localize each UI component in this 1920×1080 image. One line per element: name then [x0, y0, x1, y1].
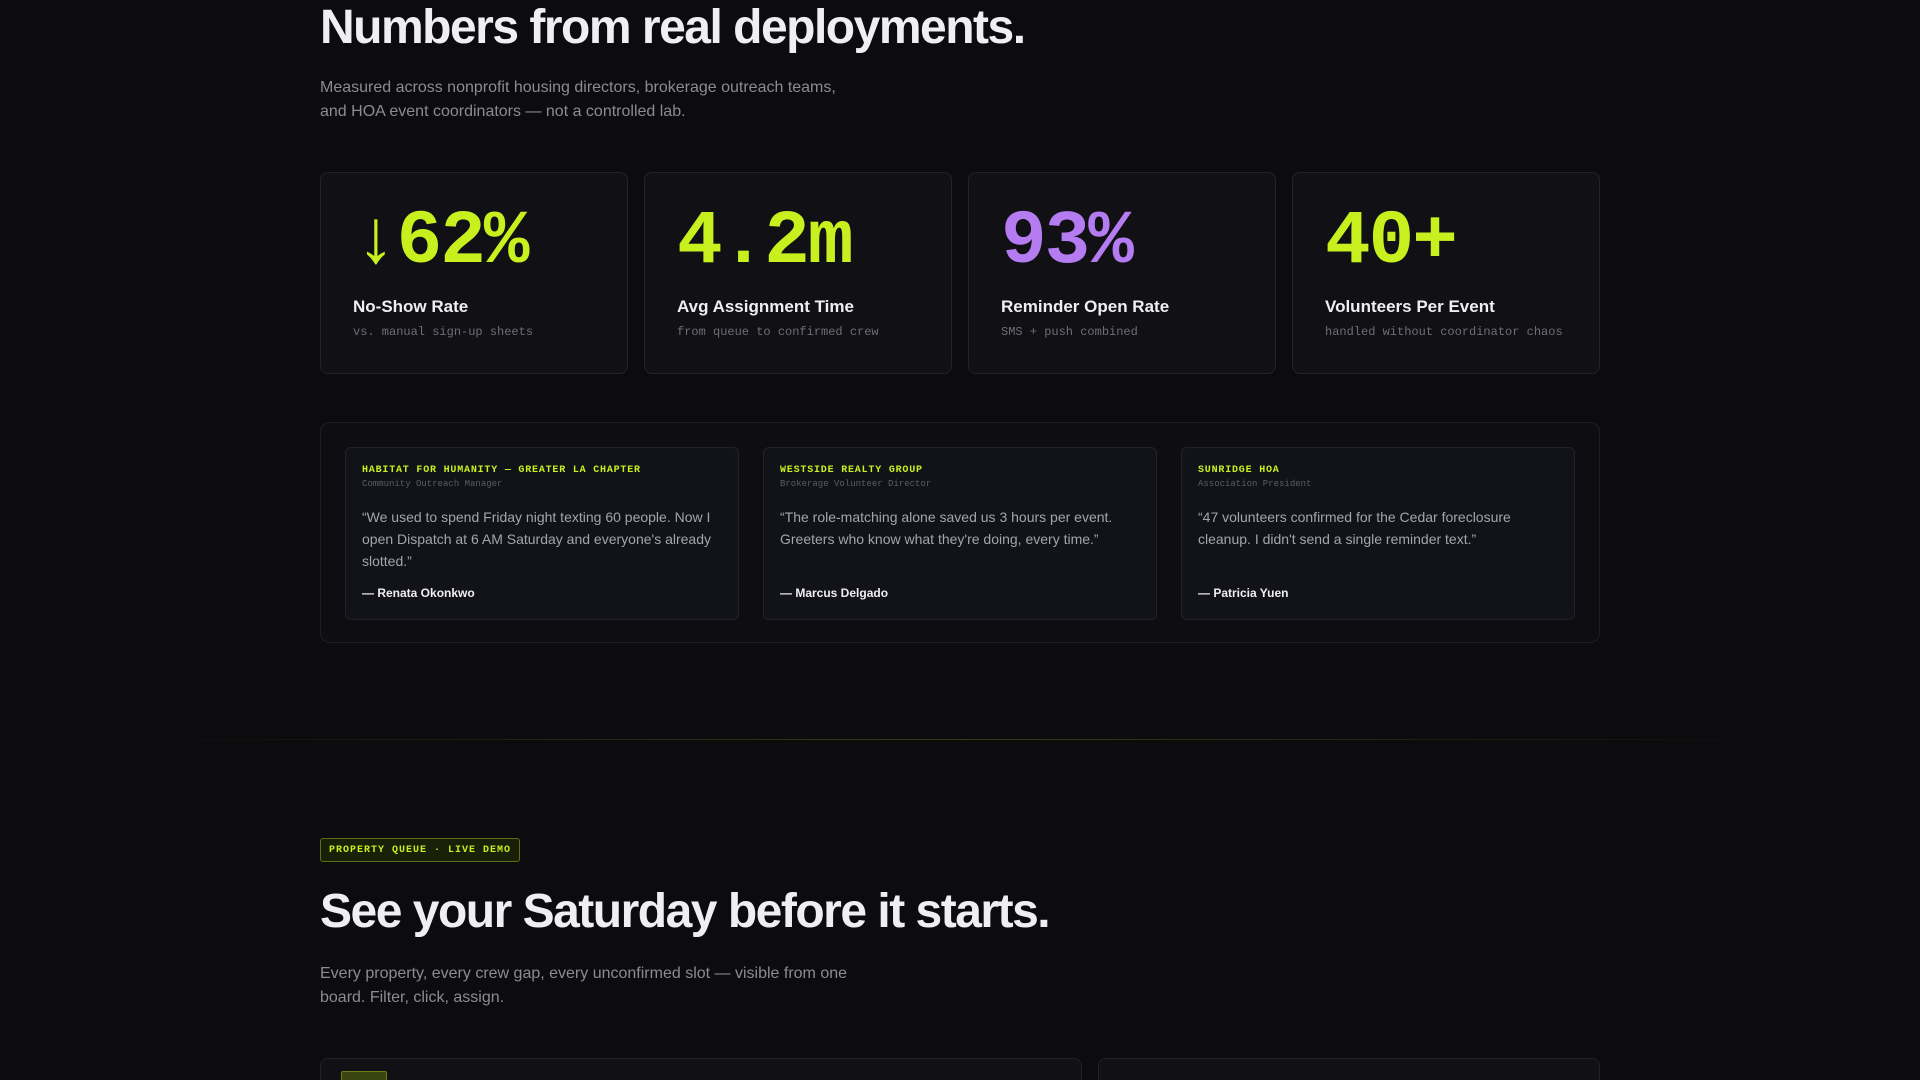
testimonial-role: Brokerage Volunteer Director — [780, 479, 932, 489]
testimonial-quote: “We used to spend Friday night texting 6… — [362, 509, 711, 569]
stat-value: 4.2m — [677, 199, 853, 285]
stat-card-no-show: ↓62% No-Show Rate vs. manual sign-up she… — [320, 172, 628, 374]
detail-panel — [1098, 1058, 1600, 1080]
stat-label: No-Show Rate — [353, 297, 469, 316]
testimonial-card: SUNRIDGE HOA Association President “47 v… — [1181, 447, 1575, 620]
testimonial-quote: “The role-matching alone saved us 3 hour… — [780, 509, 1113, 547]
property-queue-panel — [320, 1058, 1082, 1080]
demo-section-subtitle: Every property, every crew gap, every un… — [320, 965, 848, 1006]
live-demo-badge: PROPERTY QUEUE · LIVE DEMO — [320, 838, 521, 862]
testimonial-org: SUNRIDGE HOA — [1198, 465, 1280, 476]
stats-grid: ↓62% No-Show Rate vs. manual sign-up she… — [320, 172, 1600, 374]
stat-note: SMS + push combined — [1001, 325, 1138, 339]
stat-value: 40+ — [1325, 199, 1458, 285]
testimonial-card: HABITAT FOR HUMANITY — GREATER LA CHAPTE… — [345, 447, 739, 620]
stat-label: Volunteers Per Event — [1325, 297, 1495, 316]
stats-section-title: Numbers from real deployments. — [320, 1, 1026, 54]
filter-chip-active[interactable] — [341, 1071, 387, 1080]
testimonial-quote: “47 volunteers confirmed for the Cedar f… — [1198, 509, 1511, 547]
stat-value: ↓62% — [353, 199, 529, 285]
stat-note: handled without coordinator chaos — [1325, 325, 1563, 339]
testimonial-org: WESTSIDE REALTY GROUP — [780, 465, 923, 476]
stat-label: Reminder Open Rate — [1001, 297, 1170, 316]
testimonial-org: HABITAT FOR HUMANITY — GREATER LA CHAPTE… — [362, 465, 641, 476]
testimonial-role: Community Outreach Manager — [362, 479, 503, 489]
stat-value: 93% — [1001, 199, 1134, 285]
stat-card-volunteers: 40+ Volunteers Per Event handled without… — [1292, 172, 1600, 374]
stats-section-subtitle: Measured across nonprofit housing direct… — [320, 79, 836, 120]
testimonial-role: Association President — [1198, 479, 1312, 489]
stat-note: vs. manual sign-up sheets — [353, 325, 534, 339]
demo-section-title: See your Saturday before it starts. — [320, 885, 1051, 938]
testimonial-author: — Renata Okonkwo — [362, 586, 475, 600]
testimonial-card: WESTSIDE REALTY GROUP Brokerage Voluntee… — [763, 447, 1157, 620]
stat-card-assignment-time: 4.2m Avg Assignment Time from queue to c… — [644, 172, 952, 374]
stat-card-reminder-open-rate: 93% Reminder Open Rate SMS + push combin… — [968, 172, 1276, 374]
testimonial-author: — Marcus Delgado — [780, 586, 889, 600]
stat-note: from queue to confirmed crew — [677, 325, 879, 339]
testimonials-panel: HABITAT FOR HUMANITY — GREATER LA CHAPTE… — [320, 422, 1600, 643]
section-divider — [140, 739, 1780, 740]
testimonial-author: — Patricia Yuen — [1198, 586, 1289, 600]
stat-label: Avg Assignment Time — [677, 297, 854, 316]
